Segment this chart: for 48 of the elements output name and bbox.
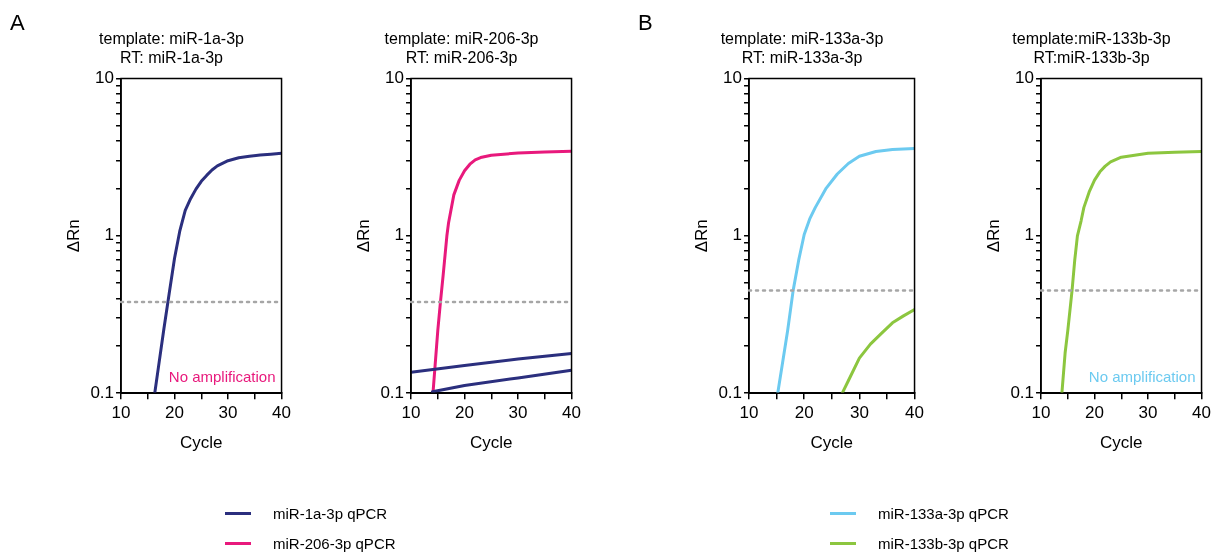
x-axis-title: Cycle [810, 433, 854, 453]
y-tick-label: 0.1 [1010, 382, 1035, 402]
y-tick-label: 10 [723, 68, 743, 88]
x-tick-label: 40 [562, 403, 582, 423]
x-axis-title: Cycle [470, 433, 513, 453]
y-tick-label: 1 [104, 225, 115, 245]
y-axis-title: ΔRn [353, 219, 373, 253]
y-axis-title: ΔRn [63, 219, 83, 253]
text: B [638, 10, 653, 36]
x-tick-label: 40 [1192, 403, 1212, 423]
y-tick-label: 10 [385, 68, 405, 88]
x-tick-label: 30 [508, 403, 528, 423]
x-tick-label: 30 [1138, 403, 1158, 423]
annotation: No amplification [1088, 367, 1196, 385]
x-axis-title: Cycle [1100, 433, 1143, 453]
y-tick-label: 0.1 [380, 382, 405, 402]
legend-label: miR-206-3p qPCR [273, 534, 396, 552]
x-tick-label: 20 [794, 403, 814, 423]
y-tick-label: 10 [1015, 68, 1035, 88]
x-tick-label: 40 [272, 403, 292, 423]
x-tick-label: 10 [1031, 403, 1051, 423]
chart-title: template: miR-1a-3p RT: miR-1a-3p [99, 30, 245, 67]
x-tick-label: 40 [905, 403, 925, 423]
x-tick-label: 10 [401, 403, 421, 423]
legend-label: miR-133a-3p qPCR [878, 504, 1009, 522]
annotation: No amplification [168, 367, 276, 385]
chart-title: template: miR-133a-3p RT: miR-133a-3p [720, 30, 884, 67]
legend-label: miR-133b-3p qPCR [878, 534, 1009, 552]
chart-title: template:miR-133b-3p RT:miR-133b-3p [1012, 30, 1171, 67]
x-axis-title: Cycle [180, 433, 223, 453]
text: A [10, 10, 25, 36]
x-tick-label: 20 [455, 403, 474, 423]
x-tick-label: 10 [111, 403, 131, 423]
y-tick-label: 1 [394, 225, 405, 245]
chart-title: template: miR-206-3p RT: miR-206-3p [384, 30, 539, 67]
y-tick-label: 10 [95, 68, 115, 88]
y-tick-label: 1 [1024, 225, 1035, 245]
x-tick-label: 30 [218, 403, 238, 423]
y-axis-title: ΔRn [691, 219, 711, 253]
y-axis-title: ΔRn [983, 219, 1003, 253]
x-tick-label: 20 [165, 403, 184, 423]
y-tick-label: 0.1 [718, 382, 743, 402]
x-tick-label: 20 [1085, 403, 1104, 423]
x-tick-label: 30 [849, 403, 869, 423]
y-tick-label: 0.1 [90, 382, 115, 402]
y-tick-label: 1 [732, 225, 743, 245]
x-tick-label: 10 [739, 403, 759, 423]
legend-label: miR-1a-3p qPCR [273, 504, 388, 522]
